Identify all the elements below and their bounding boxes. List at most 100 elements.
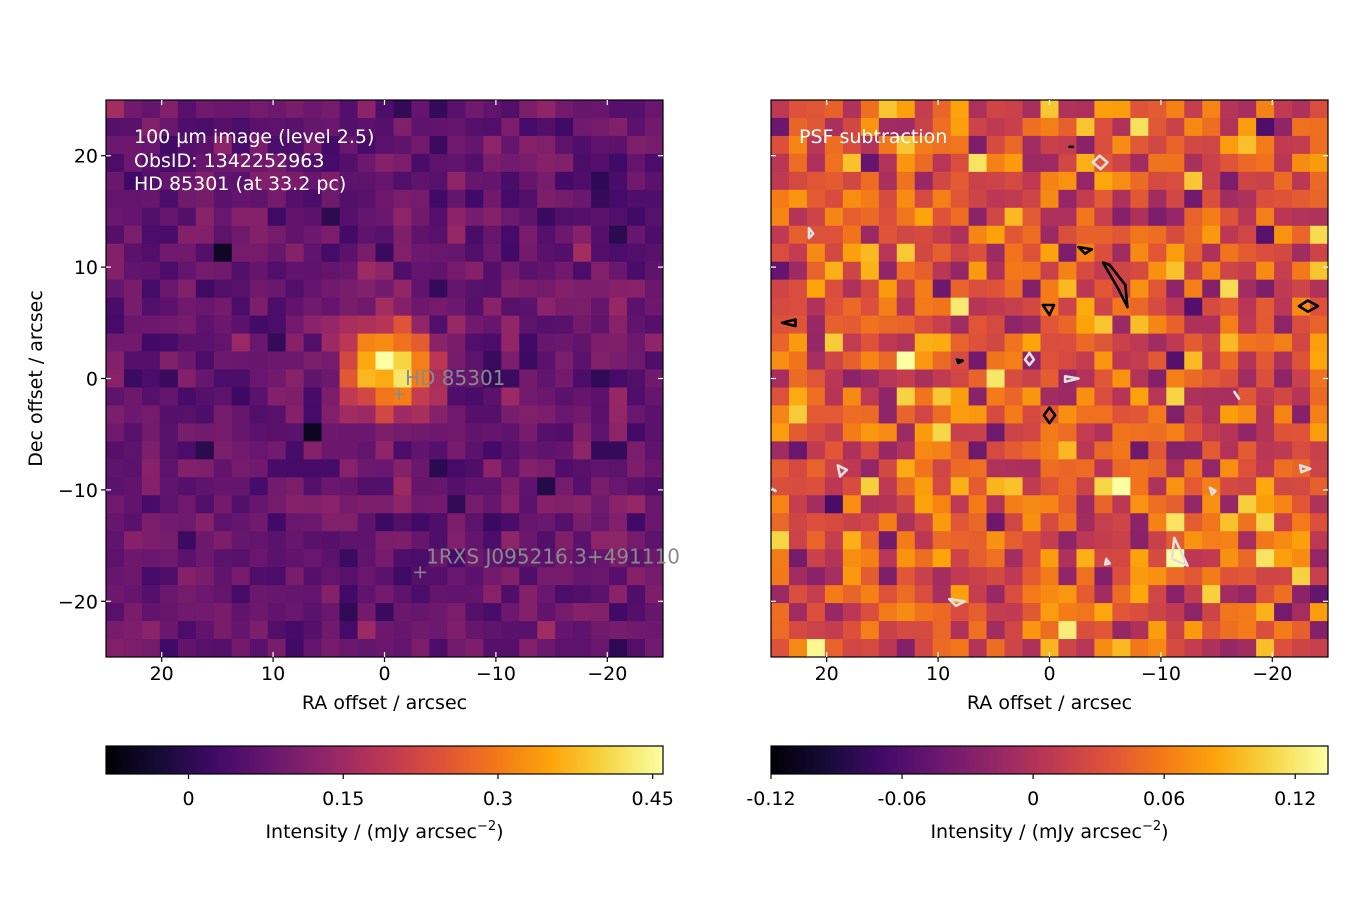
heatmap-cell: [968, 117, 988, 137]
heatmap-cell: [1166, 639, 1185, 657]
heatmap-cell: [375, 333, 395, 353]
heatmap-cell: [842, 207, 862, 227]
heatmap-cell: [267, 441, 287, 460]
heatmap-cell: [285, 189, 305, 209]
heatmap-cell: [555, 171, 574, 191]
heatmap-cell: [932, 261, 952, 281]
heatmap-cell: [393, 333, 413, 353]
heatmap-cell: [950, 333, 970, 353]
heatmap-cell: [1148, 441, 1167, 460]
heatmap-cell: [213, 315, 233, 335]
heatmap-cell: [357, 100, 377, 119]
heatmap-cell: [1292, 135, 1311, 155]
heatmap-cell: [771, 567, 790, 586]
heatmap-cell: [1256, 225, 1275, 245]
heatmap-cell: [1256, 153, 1275, 173]
heatmap-cell: [806, 171, 826, 191]
heatmap-cell: [357, 153, 377, 173]
heatmap-cell: [878, 549, 898, 568]
heatmap-cell: [842, 459, 862, 478]
heatmap-cell: [123, 297, 143, 317]
heatmap-cell: [896, 135, 916, 155]
heatmap-cell: [968, 279, 988, 299]
heatmap-cell: [1076, 567, 1096, 586]
x-tick-label: 20: [150, 663, 174, 685]
heatmap-cell: [645, 117, 663, 137]
heatmap-cell: [195, 459, 215, 478]
heatmap-cell: [591, 531, 610, 550]
heatmap-cell: [1166, 243, 1185, 263]
heatmap-cell: [1202, 100, 1221, 119]
heatmap-cell: [393, 351, 413, 371]
heatmap-cell: [645, 423, 663, 442]
heatmap-cell: [1058, 441, 1078, 460]
heatmap-cell: [609, 135, 628, 155]
negative-contour: [1208, 486, 1217, 496]
heatmap-cell: [573, 261, 592, 281]
heatmap-cell: [1274, 333, 1293, 353]
negative-contour: [1091, 154, 1109, 171]
heatmap-cell: [1094, 441, 1113, 460]
heatmap-cell: [860, 621, 880, 640]
heatmap-cell: [249, 315, 269, 335]
heatmap-cell: [914, 459, 934, 478]
heatmap-cell: [123, 405, 143, 425]
heatmap-cell: [1130, 387, 1149, 407]
heatmap-cell: [842, 297, 862, 317]
heatmap-cell: [195, 135, 215, 155]
heatmap-cell: [141, 405, 161, 425]
heatmap-cell: [393, 243, 413, 263]
heatmap-cell: [950, 315, 970, 335]
heatmap-cell: [249, 405, 269, 425]
heatmap-cell: [1022, 603, 1042, 622]
heatmap-cell: [573, 279, 592, 299]
heatmap-cell: [896, 495, 916, 514]
heatmap-cell: [447, 513, 466, 532]
heatmap-cell: [1130, 189, 1149, 209]
heatmap-cell: [123, 567, 143, 586]
heatmap-cell: [932, 603, 952, 622]
heatmap-cell: [591, 639, 610, 657]
heatmap-cell: [932, 387, 952, 407]
heatmap-cell: [1310, 621, 1328, 640]
heatmap-cell: [321, 207, 341, 227]
heatmap-cell: [303, 639, 323, 657]
heatmap-cell: [195, 549, 215, 568]
heatmap-cell: [213, 297, 233, 317]
heatmap-cell: [411, 405, 431, 425]
heatmap-cell: [411, 603, 431, 622]
heatmap-cell: [986, 153, 1006, 173]
heatmap-cell: [1040, 585, 1060, 604]
heatmap-cell: [645, 135, 663, 155]
heatmap-cell: [645, 531, 663, 550]
heatmap-cell: [950, 405, 970, 425]
y-tick-label: 10: [74, 257, 98, 279]
heatmap-cell: [177, 495, 197, 514]
heatmap-cell: [806, 243, 826, 263]
heatmap-cell: [285, 567, 305, 586]
heatmap-cell: [555, 333, 574, 353]
heatmap-cell: [411, 333, 431, 353]
heatmap-cell: [393, 477, 413, 496]
heatmap-cell: [1310, 117, 1328, 137]
heatmap-cell: [213, 333, 233, 353]
heatmap-cell: [123, 513, 143, 532]
heatmap-cell: [645, 387, 663, 407]
heatmap-cell: [1040, 495, 1060, 514]
heatmap-cell: [159, 117, 179, 137]
heatmap-cell: [465, 100, 484, 119]
heatmap-cell: [177, 369, 197, 389]
heatmap-cell: [321, 639, 341, 657]
heatmap-cell: [1292, 351, 1311, 371]
heatmap-cell: [1130, 495, 1149, 514]
heatmap-cell: [447, 225, 466, 245]
heatmap-cell: [1238, 297, 1257, 317]
heatmap-cell: [950, 495, 970, 514]
heatmap-cell: [267, 225, 287, 245]
heatmap-cell: [860, 639, 880, 657]
heatmap-cell: [141, 441, 161, 460]
heatmap-cell: [141, 100, 161, 119]
heatmap-cell: [1004, 243, 1024, 263]
heatmap-cell: [465, 621, 484, 640]
heatmap-cell: [950, 243, 970, 263]
